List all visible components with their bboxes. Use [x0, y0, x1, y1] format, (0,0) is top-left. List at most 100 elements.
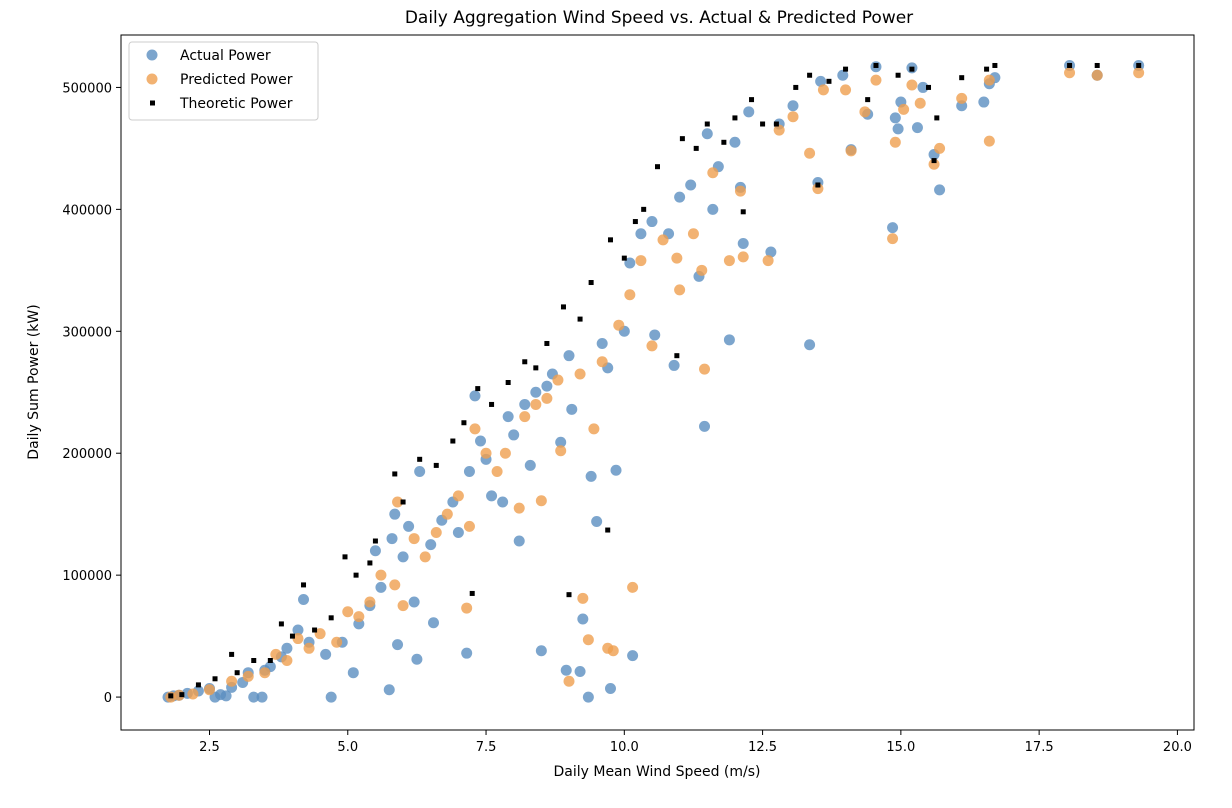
legend-marker-theoretic [150, 100, 155, 106]
data-point [251, 658, 257, 663]
data-point [1133, 67, 1145, 79]
x-tick-label: 20.0 [1163, 740, 1192, 755]
data-point [301, 582, 307, 588]
legend: Actual Power Predicted Power Theoretic P… [128, 41, 319, 121]
data-point [889, 136, 901, 148]
y-tick-label: 400000 [62, 203, 112, 218]
data-point [212, 676, 218, 682]
x-tick-label: 5.0 [337, 740, 358, 755]
data-point [807, 72, 813, 78]
data-point [591, 516, 603, 527]
data-point [289, 633, 295, 639]
data-point [314, 628, 326, 640]
data-point [513, 535, 525, 547]
data-point [292, 633, 304, 645]
data-point [530, 398, 542, 410]
data-point [588, 423, 600, 435]
x-tick-label: 7.5 [476, 740, 497, 755]
data-point [298, 594, 310, 606]
data-point [425, 539, 437, 551]
data-point [389, 579, 401, 591]
data-point [607, 645, 619, 657]
legend-label-predicted: Predicted Power [180, 72, 293, 88]
data-point [701, 128, 713, 140]
data-point [787, 111, 799, 123]
data-point [956, 92, 968, 104]
data-point [552, 374, 564, 386]
x-axis-label: Daily Mean Wind Speed (m/s) [553, 764, 760, 780]
data-point [804, 147, 816, 159]
data-point [815, 182, 821, 188]
y-axis-ticks: 0 100000 200000 300000 400000 500000 [62, 81, 121, 706]
data-point [541, 380, 553, 392]
data-point [605, 527, 611, 533]
data-point [463, 466, 475, 478]
data-point [723, 255, 735, 267]
data-point [685, 179, 697, 191]
data-point [535, 495, 547, 507]
data-point [699, 363, 711, 375]
data-point [195, 682, 201, 688]
data-point [749, 97, 755, 103]
data-point [635, 228, 647, 240]
data-point [914, 97, 926, 109]
data-point [364, 596, 376, 608]
x-tick-label: 10.0 [610, 740, 639, 755]
data-point [397, 551, 409, 563]
data-point [898, 103, 910, 115]
data-point [621, 255, 627, 261]
data-point [657, 234, 669, 246]
data-point [1067, 62, 1073, 68]
y-axis-label: Daily Sum Power (kW) [26, 304, 42, 459]
data-point [895, 72, 901, 78]
data-point [840, 84, 852, 96]
data-point [541, 392, 553, 404]
data-point [475, 386, 481, 392]
data-point [226, 675, 238, 687]
data-point [983, 135, 995, 147]
legend-label-actual: Actual Power [180, 48, 271, 64]
data-point [530, 386, 542, 398]
data-point [887, 233, 899, 245]
data-point [649, 329, 661, 341]
data-point [403, 520, 415, 532]
data-point [959, 75, 965, 81]
data-point [513, 502, 525, 514]
data-point [812, 183, 824, 195]
data-point [353, 572, 359, 578]
data-point [917, 81, 929, 93]
data-point [729, 136, 741, 148]
data-point [505, 380, 511, 385]
data-point [461, 602, 473, 614]
data-point [1064, 67, 1076, 79]
y-tick-label: 0 [104, 691, 112, 706]
data-point [555, 445, 567, 457]
data-point [353, 611, 365, 623]
data-point [887, 222, 899, 234]
data-point [566, 403, 578, 415]
data-point [793, 84, 799, 90]
data-point [486, 490, 498, 502]
data-point [248, 691, 260, 703]
data-point [815, 75, 827, 87]
legend-box [128, 41, 319, 121]
data-point [582, 691, 594, 703]
chart-title: Daily Aggregation Wind Speed vs. Actual … [405, 8, 913, 28]
data-point [674, 353, 680, 359]
data-point [610, 464, 622, 476]
data-point [992, 62, 998, 68]
data-point [508, 429, 520, 441]
data-point [519, 398, 531, 410]
data-point [607, 237, 613, 243]
data-point [734, 185, 746, 197]
data-point [441, 508, 453, 520]
data-point [461, 647, 473, 659]
data-point [859, 106, 871, 118]
data-point [389, 508, 401, 520]
data-point [400, 499, 406, 505]
data-point [242, 670, 254, 682]
data-point [641, 206, 647, 212]
data-point [773, 124, 785, 136]
data-point [259, 667, 271, 679]
